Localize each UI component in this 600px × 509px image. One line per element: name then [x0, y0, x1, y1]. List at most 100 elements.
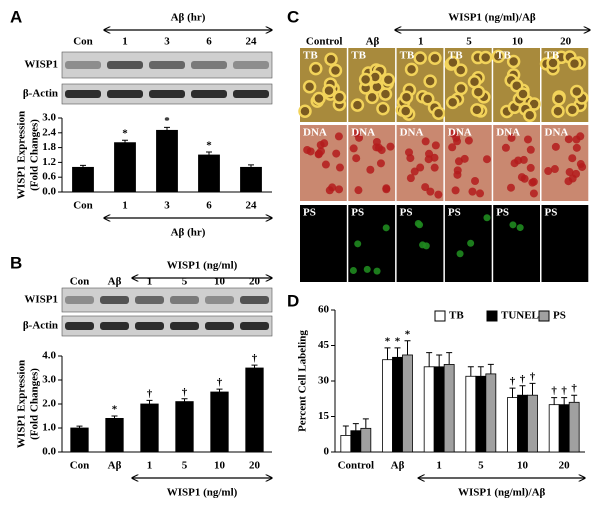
error-bar: [206, 151, 212, 155]
error-bar: [146, 399, 153, 404]
lane-label: Con: [70, 276, 90, 288]
legend-label: TB: [449, 310, 464, 322]
blot-row-label: β-Actin: [23, 320, 58, 332]
bar: [402, 354, 413, 453]
bar: [475, 375, 487, 453]
blot-band: [107, 61, 143, 69]
stain-label: PS: [496, 207, 509, 219]
column-label: 1: [418, 36, 424, 48]
cell: [570, 84, 584, 99]
cell: [406, 174, 415, 183]
error-bar: [477, 366, 484, 377]
lane-label: 5: [182, 276, 188, 288]
cell: [434, 190, 443, 199]
x-tick-label: 6: [206, 200, 212, 212]
blot-band: [65, 322, 94, 330]
cell: [320, 139, 329, 148]
cell: [358, 72, 373, 87]
y-tick-label: 1.8: [42, 141, 56, 153]
cell: [430, 163, 439, 172]
micrograph: [300, 205, 347, 282]
stain-label: PS: [448, 207, 461, 219]
bar: [175, 401, 194, 453]
blot-band: [191, 90, 227, 98]
y-tick-label: 0.6: [42, 171, 56, 183]
micrograph: [493, 205, 540, 282]
bar: [382, 359, 393, 453]
blot-band: [65, 61, 101, 69]
x-tick-label: 10: [214, 460, 226, 472]
cell: [354, 240, 362, 248]
cell: [572, 143, 581, 152]
significance-marker: †: [530, 371, 536, 383]
lane-label: 10: [214, 276, 226, 288]
error-bar: [362, 418, 369, 429]
cell: [568, 154, 577, 163]
column-label: Control: [306, 36, 342, 48]
cell: [365, 90, 379, 105]
significance-marker: *: [122, 128, 128, 140]
stain-label: DNA: [545, 127, 569, 139]
lane-label: 3: [164, 36, 170, 48]
blot-band: [170, 322, 199, 330]
cell: [398, 104, 413, 118]
cell: [509, 221, 517, 229]
y-axis-label: (Fold Changes): [29, 119, 41, 191]
y-tick-label: 1.0: [42, 422, 56, 434]
cell: [572, 169, 581, 178]
blot-band: [65, 90, 101, 98]
lane-label: Aβ: [108, 276, 122, 288]
cell: [572, 135, 581, 144]
blot-row-label: WISP1: [24, 59, 58, 71]
significance-marker: †: [510, 376, 516, 388]
error-bar: [404, 340, 411, 355]
cell: [506, 183, 515, 192]
error-bar: [519, 385, 526, 396]
bar: [72, 166, 94, 193]
bar: [548, 404, 560, 453]
blot-band: [205, 322, 234, 330]
cell: [476, 189, 485, 198]
stain-label: TB: [496, 50, 511, 62]
cell: [471, 85, 486, 99]
blot-band: [100, 322, 129, 330]
blot-band: [135, 322, 164, 330]
error-bar: [487, 363, 494, 374]
cell: [544, 167, 553, 176]
column-label: 5: [466, 36, 472, 48]
x-tick-label: Aβ: [391, 460, 405, 472]
cell: [420, 92, 435, 106]
blot-band: [149, 61, 185, 69]
bar: [140, 403, 159, 453]
error-bar: [181, 398, 188, 402]
cell: [517, 173, 526, 182]
y-tick-label: 3.0: [42, 112, 56, 124]
cell: [413, 51, 427, 65]
stain-label: DNA: [448, 127, 472, 139]
cell: [448, 143, 457, 152]
column-label: 10: [512, 36, 524, 48]
cell: [526, 145, 535, 154]
micro-header: WISP1 (ng/ml)/Aβ: [448, 12, 536, 24]
significance-marker: *: [395, 335, 401, 347]
error-bar: [551, 397, 558, 405]
x-tick-label: 5: [478, 460, 484, 472]
error-bar: [352, 423, 359, 431]
cell: [460, 154, 469, 163]
cell: [464, 136, 473, 145]
cell: [501, 143, 510, 152]
cell: [423, 74, 437, 88]
cell: [453, 166, 462, 175]
significance-marker: †: [520, 373, 526, 385]
cell: [470, 103, 484, 117]
cell: [419, 241, 427, 249]
lane-label: Con: [73, 36, 93, 48]
significance-marker: *: [112, 404, 118, 416]
cell: [334, 132, 343, 141]
blot-strip: [61, 287, 273, 313]
cell: [302, 80, 317, 94]
y-tick-label: 3.0: [42, 374, 56, 386]
cell: [483, 214, 491, 222]
x-tick-label: 20: [249, 460, 261, 472]
